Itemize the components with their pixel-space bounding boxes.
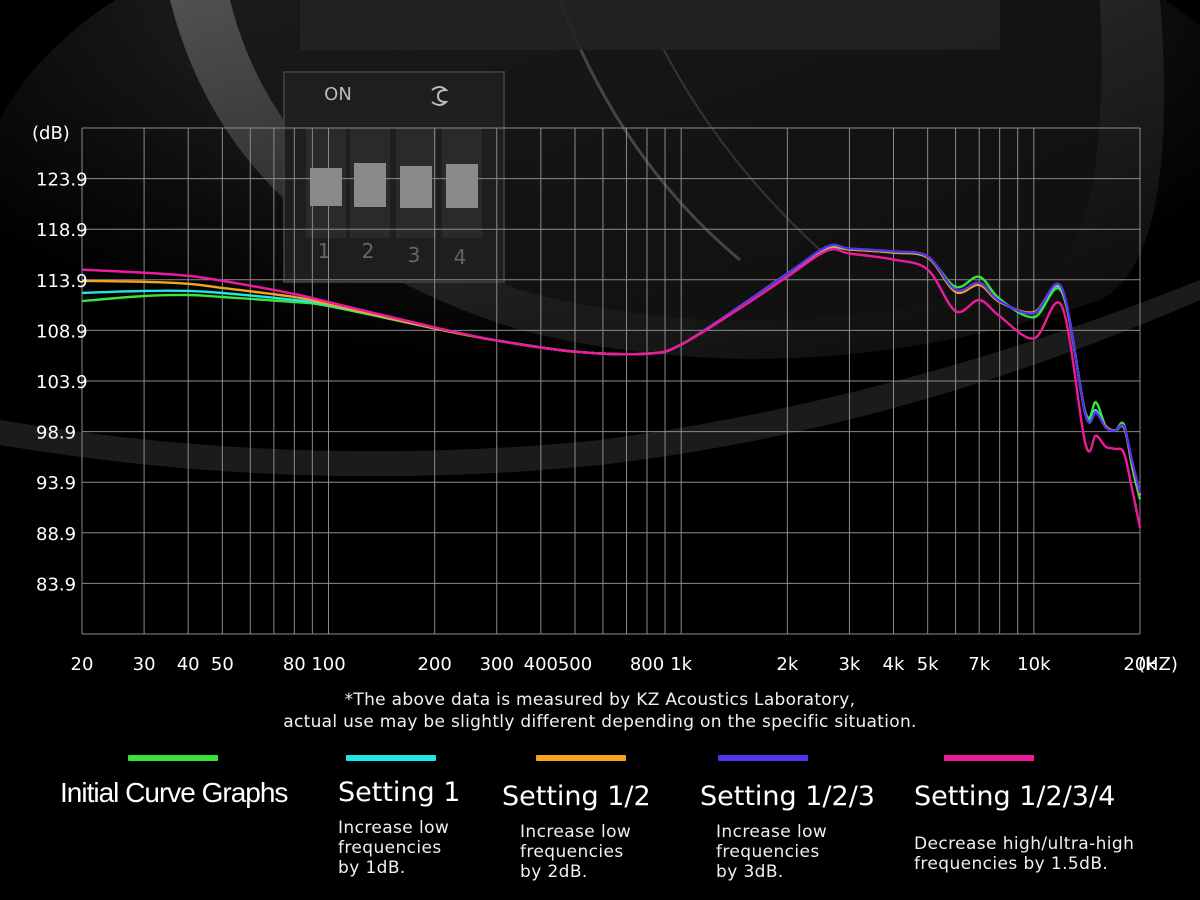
legend-item-setting-1: Setting 1 Increase low frequencies by 1d… bbox=[338, 755, 460, 878]
x-tick-label: 100 bbox=[311, 654, 345, 675]
y-tick-label: 98.9 bbox=[36, 423, 76, 444]
x-tick-label: 2k bbox=[776, 654, 798, 675]
y-tick-label: 88.9 bbox=[36, 524, 76, 545]
x-tick-label: 20 bbox=[71, 654, 94, 675]
legend-title: Initial Curve Graphs bbox=[60, 777, 288, 808]
measurement-note-line1: *The above data is measured by KZ Acoust… bbox=[344, 690, 856, 710]
y-tick-labels: 123.9 118.9 113.9 108.9 103.9 98.9 93.9 88.9 83.… bbox=[36, 170, 88, 596]
series-line bbox=[81, 247, 1142, 528]
legend-description: Decrease high/ultra-high frequencies by … bbox=[914, 834, 1135, 874]
series-line bbox=[81, 243, 1142, 494]
legend-swatch bbox=[128, 755, 218, 761]
switch-label-3: 3 bbox=[408, 243, 421, 267]
legend-description: Increase low frequencies by 3dB. bbox=[716, 822, 828, 882]
chart-series bbox=[81, 243, 1142, 528]
legend-swatch bbox=[944, 755, 1034, 761]
y-tick-label: 103.9 bbox=[36, 372, 88, 393]
x-tick-label: 300 bbox=[480, 654, 514, 675]
x-tick-label: 50 bbox=[211, 654, 234, 675]
switch-label-on: ON bbox=[324, 84, 352, 105]
legend-swatch bbox=[718, 755, 808, 761]
x-tick-label: 500 bbox=[558, 654, 592, 675]
switch-label-4: 4 bbox=[454, 245, 467, 269]
legend-title: Setting 1/2/3/4 bbox=[914, 781, 1116, 812]
x-tick-label: 400 bbox=[524, 654, 558, 675]
y-tick-label: 113.9 bbox=[36, 271, 88, 292]
chart-grid bbox=[81, 127, 1141, 635]
measurement-note-line2: actual use may be slightly different dep… bbox=[283, 712, 917, 732]
legend-description: Increase low frequencies by 2dB. bbox=[520, 822, 632, 882]
legend-item-setting-1-2-3-4: Setting 1/2/3/4 Decrease high/ultra-high… bbox=[914, 755, 1134, 874]
brand-logo bbox=[431, 86, 449, 106]
switch-label-2: 2 bbox=[362, 239, 375, 263]
legend-item-initial: Initial Curve Graphs bbox=[60, 755, 288, 809]
legend-title: Setting 1/2 bbox=[502, 781, 651, 812]
frequency-response-chart: 123.9 118.9 113.9 108.9 103.9 98.9 93.9 88.9 83.… bbox=[32, 123, 1178, 675]
x-tick-label: 20k bbox=[1123, 654, 1157, 675]
x-tick-label: 1k bbox=[670, 654, 692, 675]
x-tick-label: 3k bbox=[838, 654, 860, 675]
x-tick-label: 4k bbox=[883, 654, 905, 675]
y-tick-label: 93.9 bbox=[36, 473, 76, 494]
x-tick-label: 80 bbox=[283, 654, 306, 675]
x-tick-label: 7k bbox=[968, 654, 990, 675]
y-tick-label: 123.9 bbox=[36, 170, 88, 191]
legend-swatch bbox=[346, 755, 436, 761]
x-tick-label: 30 bbox=[133, 654, 156, 675]
y-tick-label: 118.9 bbox=[36, 220, 88, 241]
x-tick-label: 800 bbox=[630, 654, 664, 675]
x-tick-label: 5k bbox=[917, 654, 939, 675]
legend-description: Increase low frequencies by 1dB. bbox=[338, 818, 450, 878]
x-tick-label: 40 bbox=[177, 654, 200, 675]
x-axis-unit-label: (HZ) bbox=[1138, 654, 1178, 675]
legend-title: Setting 1/2/3 bbox=[700, 781, 875, 812]
y-tick-label: 108.9 bbox=[36, 321, 88, 342]
x-tick-labels: 20 30 40 50 80 100 200 300 400 500 800 1k 2k 3k 4k 5k 7k… bbox=[71, 654, 1158, 675]
x-tick-label: 10k bbox=[1017, 654, 1051, 675]
legend-title: Setting 1 bbox=[338, 777, 461, 808]
y-tick-label: 83.9 bbox=[36, 574, 76, 595]
legend-item-setting-1-2: Setting 1/2 Increase low frequencies by … bbox=[502, 755, 651, 882]
x-tick-label: 200 bbox=[417, 654, 451, 675]
y-axis-unit-label: (dB) bbox=[32, 123, 70, 144]
legend-item-setting-1-2-3: Setting 1/2/3 Increase low frequencies b… bbox=[700, 755, 875, 882]
legend-swatch bbox=[536, 755, 626, 761]
switch-label-1: 1 bbox=[318, 239, 331, 263]
